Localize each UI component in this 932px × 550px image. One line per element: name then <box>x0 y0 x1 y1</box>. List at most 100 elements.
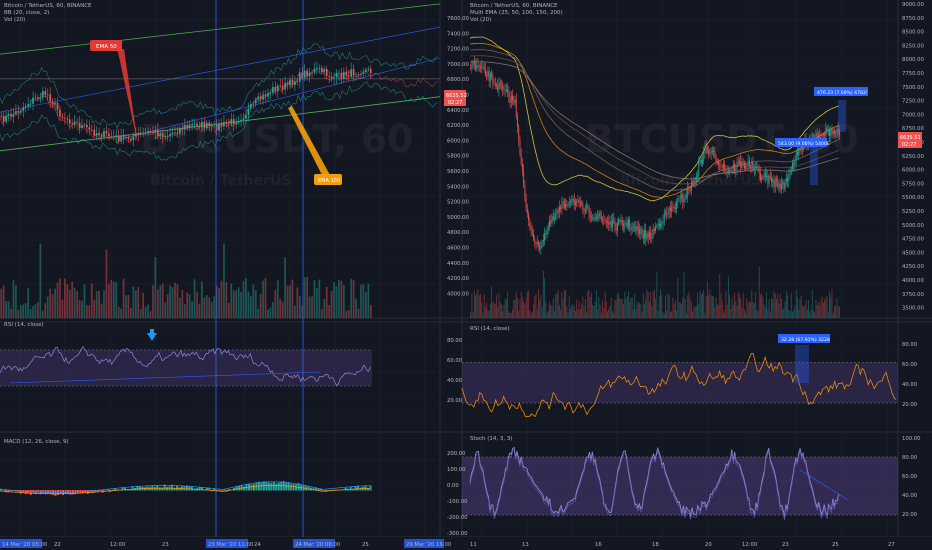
right-volume-bar <box>684 299 686 318</box>
right-volume-bar <box>829 291 830 318</box>
right-candle <box>677 199 679 203</box>
left-candle <box>223 121 225 127</box>
right-volume-bar <box>803 306 805 318</box>
left-volume-bar <box>66 284 69 318</box>
right-volume-bar <box>577 308 579 318</box>
macd-histogram-bar <box>7 490 10 493</box>
right-candle <box>526 208 528 214</box>
right-candle <box>476 65 478 69</box>
right-volume-bar <box>836 297 838 318</box>
right-candle <box>683 198 685 203</box>
macd-histogram-bar <box>49 490 52 495</box>
macd-histogram-bar <box>29 490 32 495</box>
right-volume-bar <box>768 299 770 318</box>
left-candle <box>201 121 203 128</box>
mid-price-tick: 4000.00 <box>447 291 470 297</box>
right-candle <box>719 164 721 167</box>
right-candle <box>752 161 754 170</box>
left-candle <box>0 115 3 117</box>
left-volume-bar <box>316 288 318 318</box>
macd-histogram-bar <box>285 482 288 491</box>
left-candle <box>71 123 74 125</box>
left-macd-pane[interactable] <box>0 481 372 496</box>
right-candle <box>610 221 612 228</box>
left-volume-bar <box>41 310 44 318</box>
left-rsi-pane[interactable] <box>0 345 372 387</box>
left-price-pane[interactable] <box>0 0 441 537</box>
macd-histogram-bar <box>96 490 99 493</box>
right-volume-bar <box>686 313 687 318</box>
right-volume-bar <box>610 297 612 318</box>
right-candle <box>482 65 484 67</box>
svg-text:6635.51: 6635.51 <box>446 93 467 99</box>
macd-histogram-bar <box>99 490 102 491</box>
macd-histogram-bar <box>91 490 94 493</box>
left-candle <box>169 134 171 137</box>
right-stoch-pane[interactable] <box>462 446 898 521</box>
right-candle <box>698 162 700 176</box>
right-volume-bar <box>512 309 513 318</box>
right-volume-bar <box>566 306 568 318</box>
left-candle <box>51 101 54 105</box>
left-watermark: BTCUSDT, 60 <box>140 117 414 161</box>
right-candle <box>624 224 626 226</box>
ema50-callout[interactable]: EMA 50 <box>90 40 138 145</box>
right-volume-bar <box>494 304 496 318</box>
left-candle <box>369 68 372 74</box>
right-candle <box>504 90 506 91</box>
right-volume-bar <box>533 303 534 318</box>
left-candle <box>149 131 152 133</box>
right-volume-bar <box>565 290 567 318</box>
right-volume-bar <box>658 296 660 318</box>
left-candle <box>181 128 184 130</box>
left-volume-bar <box>83 284 86 318</box>
left-candle <box>230 119 233 124</box>
left-volume-bar <box>12 280 15 318</box>
measure-1[interactable]: 476.23 (7.00%) 4782! <box>814 87 868 96</box>
right-candle <box>746 166 748 168</box>
left-volume-bar <box>93 299 96 318</box>
left-candle <box>294 81 296 86</box>
left-volume-bar <box>284 257 286 318</box>
right-volume-bar <box>742 292 744 318</box>
right-volume-bar <box>672 297 674 318</box>
measure-2[interactable]: 543.00 (9.06%) 5400E <box>775 138 830 147</box>
right-candle <box>721 167 723 168</box>
left-candle <box>298 72 301 82</box>
right-candle <box>619 220 621 223</box>
right-volume-bar <box>764 307 766 318</box>
left-volume-bar <box>362 283 365 318</box>
right-volume-bar <box>483 294 485 318</box>
right-volume-bar <box>667 293 669 318</box>
measure-3[interactable]: 32.28 (67.91%) 3228 <box>778 334 830 343</box>
left-candle <box>161 133 164 138</box>
right-volume-bar <box>678 302 680 318</box>
right-volume-bar <box>520 291 522 318</box>
right-candle <box>740 160 742 169</box>
left-volume-bar <box>132 286 135 318</box>
right-volume-bar <box>735 301 737 318</box>
left-candle <box>269 92 272 94</box>
left-volume-bar <box>352 280 355 318</box>
right-candle <box>709 153 711 155</box>
annotations[interactable] <box>810 100 846 185</box>
right-candle <box>644 229 645 239</box>
right-candle <box>637 226 639 230</box>
left-candle <box>183 125 186 130</box>
macd-histogram-bar <box>357 485 360 491</box>
right-volume-bar <box>677 277 679 318</box>
right-candle <box>575 201 576 206</box>
left-candle <box>171 132 174 135</box>
right-volume-bar <box>714 308 716 318</box>
left-candle <box>2 115 5 122</box>
left-candle <box>93 129 96 136</box>
right-volume-bar <box>475 295 476 318</box>
right-volume-bar <box>493 302 495 318</box>
ema100-callout[interactable]: EMA 100 <box>288 106 342 185</box>
right-candle <box>769 175 771 178</box>
right-rsi-pane[interactable] <box>461 345 898 418</box>
left-candle <box>325 68 328 76</box>
mid-price-tick: 7200.00 <box>447 47 470 53</box>
right-candle <box>498 82 500 91</box>
